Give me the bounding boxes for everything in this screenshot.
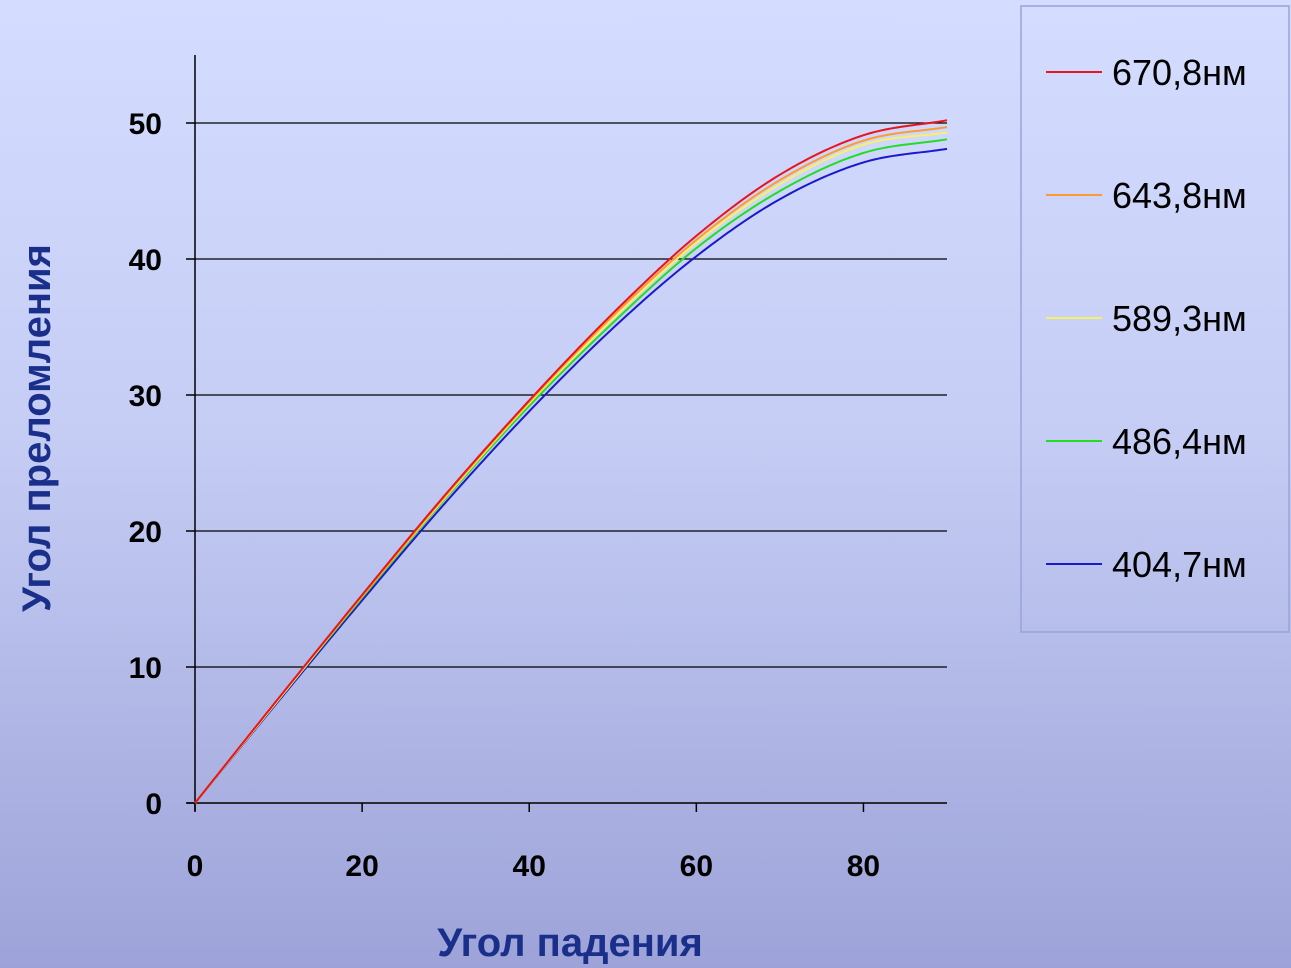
legend-box bbox=[1020, 5, 1290, 633]
x-tick-label-40: 40 bbox=[513, 850, 546, 883]
axes bbox=[186, 55, 947, 812]
y-axis-title: Угол преломления bbox=[15, 244, 59, 612]
y-tick-label-10: 10 bbox=[129, 652, 162, 685]
legend-label-3: 486,4нм bbox=[1112, 421, 1247, 462]
series-line-1 bbox=[194, 126, 948, 804]
x-axis-title: Угол падения bbox=[437, 921, 703, 965]
y-tick-label-40: 40 bbox=[129, 244, 162, 277]
x-tick-label-20: 20 bbox=[345, 850, 378, 883]
x-tick-label-60: 60 bbox=[680, 850, 713, 883]
legend-label-2: 589,3нм bbox=[1112, 298, 1247, 339]
legend-label-0: 670,8нм bbox=[1112, 52, 1247, 93]
series-lines bbox=[194, 119, 948, 804]
legend-label-4: 404,7нм bbox=[1112, 544, 1247, 585]
series-line-2 bbox=[194, 131, 948, 804]
series-line-0 bbox=[194, 119, 948, 804]
y-tick-label-30: 30 bbox=[129, 380, 162, 413]
x-tick-label-80: 80 bbox=[847, 850, 880, 883]
y-tick-label-50: 50 bbox=[129, 108, 162, 141]
grid-lines bbox=[195, 122, 947, 668]
x-tick-label-0: 0 bbox=[187, 850, 204, 883]
series-line-4 bbox=[194, 147, 948, 804]
series-line-3 bbox=[194, 138, 948, 804]
legend: 670,8нм 643,8нм 589,3нм 486,4нм 404,7нм bbox=[1020, 5, 1290, 633]
tick-labels: 0 20 40 60 80 0 10 20 30 40 50 bbox=[129, 108, 881, 883]
y-tick-label-0: 0 bbox=[145, 788, 162, 821]
legend-label-1: 643,8нм bbox=[1112, 175, 1247, 216]
y-tick-label-20: 20 bbox=[129, 516, 162, 549]
